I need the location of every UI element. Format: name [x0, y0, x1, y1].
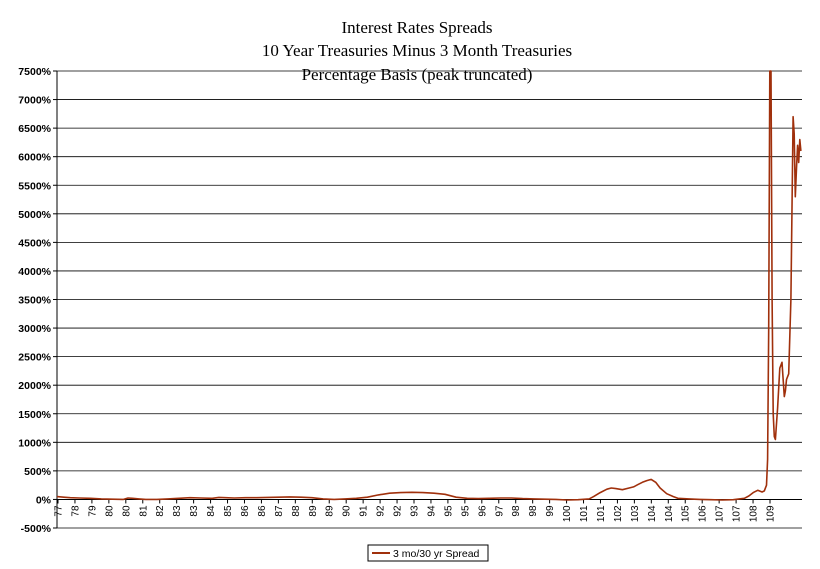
y-tick-label: 4500%	[18, 237, 51, 249]
x-tick-label: 83	[172, 505, 183, 517]
y-tick-label: 1000%	[18, 437, 51, 449]
x-tick-label: 90	[342, 505, 353, 517]
x-tick-label: 84	[206, 505, 217, 517]
x-tick-label: 78	[70, 505, 81, 517]
x-tick-label: 86	[240, 505, 251, 517]
y-tick-label: 6000%	[18, 152, 51, 164]
y-tick-label: 5500%	[18, 180, 51, 192]
x-tick-label: 99	[545, 505, 556, 517]
x-tick-label: 93	[410, 505, 421, 517]
y-tick-label: 0%	[36, 494, 52, 506]
x-tick-label: 101	[579, 505, 590, 522]
y-tick-label: -500%	[21, 523, 52, 535]
y-tick-label: 5000%	[18, 209, 51, 221]
y-tick-label: 6500%	[18, 123, 51, 135]
legend: 3 mo/30 yr Spread	[367, 544, 489, 562]
x-tick-label: 89	[325, 505, 336, 517]
x-tick-label: 89	[308, 505, 319, 517]
x-tick-label: 85	[223, 505, 234, 517]
chart-title: Interest Rates Spreads 10 Year Treasurie…	[262, 18, 572, 84]
y-tick-label: 4000%	[18, 266, 51, 278]
series-layer	[56, 70, 802, 501]
x-tick-label: 109	[766, 505, 777, 522]
y-tick-label: 2500%	[18, 352, 51, 364]
x-tick-label: 96	[477, 505, 488, 517]
x-tick-label: 98	[511, 505, 522, 517]
x-tick-label: 105	[681, 505, 692, 522]
x-tick-label: 81	[138, 505, 149, 517]
x-tick-label: 80	[121, 505, 132, 517]
x-tick-label: 95	[443, 505, 454, 517]
x-tick-label: 80	[104, 505, 115, 517]
x-tick-label: 77	[54, 505, 65, 517]
x-tick-label: 86	[257, 505, 268, 517]
x-tick-label: 83	[189, 505, 200, 517]
x-tick-label: 106	[698, 505, 709, 522]
chart-title-line-1: Interest Rates Spreads	[341, 18, 492, 37]
chart-title-line-3: Percentage Basis (peak truncated)	[302, 65, 533, 84]
x-tick-label: 107	[715, 505, 726, 522]
x-tick-label: 97	[494, 505, 505, 517]
x-tick-label: 88	[291, 505, 302, 517]
x-tick-label: 92	[376, 505, 387, 517]
x-tick-label: 107	[732, 505, 743, 522]
y-tick-label: 2000%	[18, 380, 51, 392]
y-tick-label: 500%	[24, 466, 52, 478]
x-tick-label: 95	[460, 505, 471, 517]
y-tick-label: 7500%	[18, 66, 51, 78]
y-tick-label: 1500%	[18, 409, 51, 421]
x-tick-label: 103	[630, 505, 641, 522]
x-tick-label: 100	[562, 505, 573, 522]
y-axis-tick-labels: -500% 0% 500% 1000% 1500% 2000% 2500% 3000% 3500…	[18, 66, 51, 535]
x-tick-label: 91	[359, 505, 370, 517]
x-axis-tick-labels: 77 78 79 80 80 81 82 83 83 84 85 86 86 87 88 89 89 90 91 92…	[54, 499, 777, 522]
y-tick-label: 7000%	[18, 95, 51, 107]
x-tick-label: 104	[664, 505, 675, 522]
x-tick-label: 108	[749, 505, 760, 522]
chart-title-line-2: 10 Year Treasuries Minus 3 Month Treasur…	[262, 41, 572, 60]
x-tick-label: 79	[87, 505, 98, 517]
legend-label: 3 mo/30 yr Spread	[393, 548, 480, 560]
x-tick-label: 104	[647, 505, 658, 522]
gridlines	[53, 70, 802, 529]
x-tick-label: 92	[393, 505, 404, 517]
series-line-0	[56, 70, 802, 501]
x-tick-label: 101	[596, 505, 607, 522]
x-tick-label: 102	[613, 505, 624, 522]
y-tick-label: 3500%	[18, 295, 51, 307]
x-tick-label: 82	[155, 505, 166, 517]
y-tick-label: 3000%	[18, 323, 51, 335]
legend-box	[367, 544, 489, 562]
x-tick-label: 98	[528, 505, 539, 517]
x-tick-label: 87	[274, 505, 285, 517]
x-tick-label: 94	[426, 505, 437, 517]
